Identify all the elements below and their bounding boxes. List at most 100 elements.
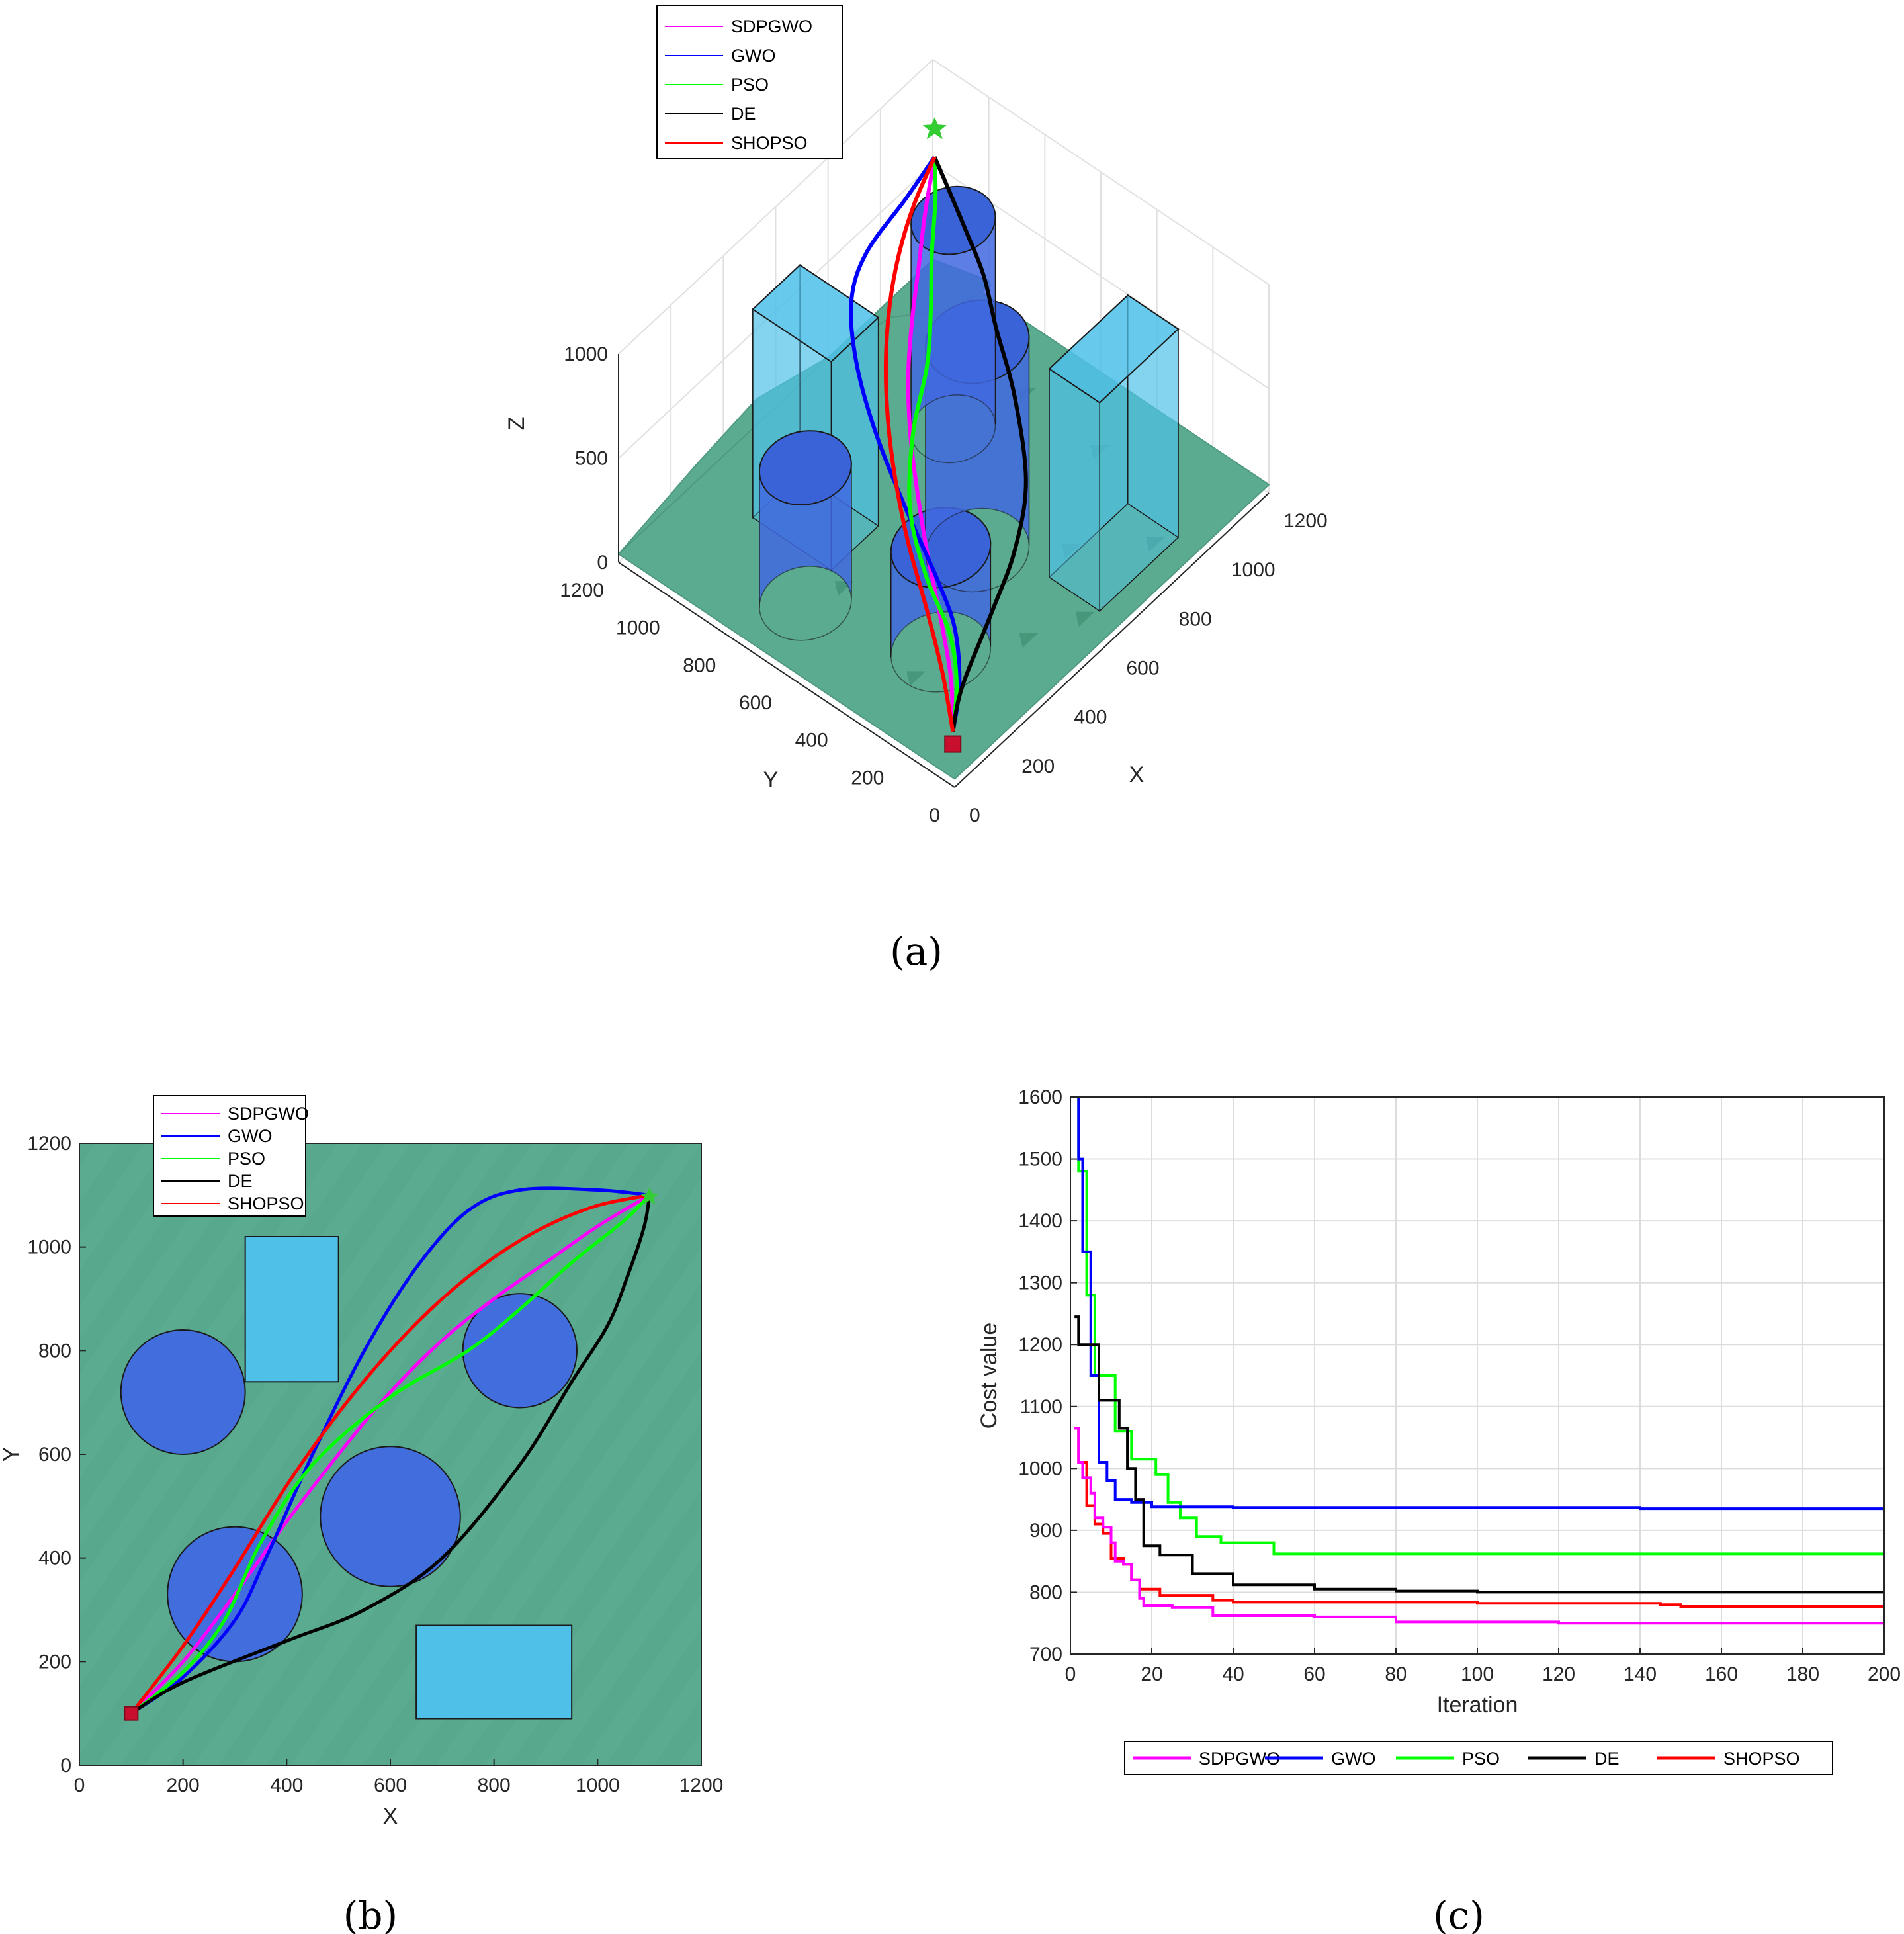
panel-a-legend-label-sdpgwo: SDPGWO (731, 17, 812, 36)
panel-b-x-tick-label: 600 (374, 1775, 407, 1796)
panel-c-x-tick-label: 120 (1542, 1663, 1575, 1685)
panel-c-legend-label-gwo: GWO (1331, 1749, 1376, 1769)
panel-a-y-tick-label: 400 (795, 730, 828, 752)
panel-c-x-axis-label: Iteration (1437, 1692, 1518, 1718)
panel-c-legend: SDPGWO GWO PSO DE SHOPSO (1124, 1741, 1833, 1775)
panel-c-x-tick-label: 160 (1705, 1663, 1738, 1685)
panel-c-series-gwo (1074, 1097, 1884, 1511)
panel-b-legend-box (153, 1095, 306, 1217)
panel-c-x-tick-label: 40 (1222, 1663, 1244, 1685)
panel-a-axes (618, 354, 1270, 788)
panel-a-start-marker (944, 735, 962, 753)
panel-a-box-face (1049, 368, 1100, 612)
panel-a-x-tick-label: 400 (1074, 707, 1107, 728)
panel-a-x-tick-label: 1000 (1231, 559, 1276, 581)
panel-a-z-tick-label: 500 (575, 448, 608, 470)
panel-c-x-tick-label: 140 (1623, 1663, 1657, 1685)
panel-b-x-tick-label: 1000 (576, 1775, 620, 1796)
panel-a-wall-gridline (618, 58, 1270, 355)
panel-b-start-marker (124, 1706, 139, 1721)
panel-c-y-tick-label: 1500 (1018, 1149, 1062, 1170)
panel-c-y-tick-label: 1200 (1018, 1334, 1062, 1356)
panel-a-legend-label-de: DE (731, 104, 756, 124)
panel-a-terrain-facet (1061, 543, 1081, 559)
panel-a-legend-box (656, 5, 843, 159)
panel-b-legend-label-sdpgwo: SDPGWO (228, 1104, 309, 1123)
panel-c-series-pso (1074, 1097, 1884, 1556)
panel-a-x-tick-label: 200 (1021, 756, 1055, 777)
panel-a-y-tick-label: 0 (929, 805, 940, 826)
panel-a-z-tick-label: 0 (597, 552, 608, 574)
panel-a-x-tick-label: 600 (1127, 658, 1160, 680)
panel-a-x-tick-label: 0 (969, 805, 980, 826)
panel-a-box-top (752, 264, 880, 363)
panel-a-path-sdpgwo (906, 156, 955, 732)
panel-b-box-obstacle-1 (244, 1236, 339, 1383)
panel-a-x-axis-line (954, 492, 1270, 788)
panel-b-path-pso (130, 1194, 651, 1715)
panel-c-y-tick-label: 1600 (1018, 1086, 1062, 1108)
panel-a-path-shopso (883, 156, 955, 732)
panel-a-legend-label-pso: PSO (731, 75, 769, 95)
panel-b-goal-marker (640, 1187, 659, 1205)
panel-a-y-axis-line (618, 562, 955, 788)
panel-c-convergence-chart: 0 20 40 60 80 100 120 140 160 180 200 700 800 900 1000… (976, 1086, 1901, 1775)
panel-c-legend-label-shopso: SHOPSO (1723, 1749, 1800, 1769)
panel-a-path-pso (907, 157, 959, 732)
panel-c-y-tick-label: 900 (1029, 1520, 1062, 1542)
panel-c-x-tick-label: 20 (1141, 1663, 1162, 1685)
panel-b-legend-label-gwo: GWO (228, 1126, 273, 1146)
panel-a-z-axis-label: Z (504, 417, 529, 431)
panel-a-3d-path-view: 0 200 400 600 800 1000 1200 0 200 400 600 800 1000 12… (504, 5, 1328, 826)
panel-b-x-tick-label: 0 (74, 1775, 85, 1796)
panel-a-legend: SDPGWO GWO PSO DE SHOPSO (656, 5, 843, 159)
panel-a-path-de (932, 156, 1028, 732)
panel-b-y-axis-label: Y (0, 1447, 24, 1462)
panel-b-x-tick-label: 200 (167, 1775, 200, 1796)
panel-c-x-tick-label: 80 (1385, 1663, 1406, 1685)
panel-a-subtitle: (a) (890, 929, 943, 974)
panel-c-x-tick-label: 180 (1786, 1663, 1819, 1685)
panel-c-series-sdpgwo (1074, 1427, 1884, 1625)
panel-a-box-top (1048, 294, 1180, 404)
panel-b-y-tick-label: 200 (38, 1651, 71, 1673)
panel-b-box-obstacle-2 (415, 1624, 573, 1720)
panel-b-legend: SDPGWO GWO PSO DE SHOPSO (153, 1095, 309, 1217)
panel-c-x-tick-label: 100 (1461, 1663, 1494, 1685)
panel-c-y-tick-label: 1000 (1018, 1458, 1062, 1479)
panel-b-x-axis-label: X (383, 1804, 398, 1829)
panel-b-cylinder-obstacle-4 (462, 1293, 578, 1409)
panel-a-terrain-facet (1075, 611, 1095, 627)
panel-c-y-tick-label: 700 (1029, 1644, 1062, 1665)
panel-b-cylinder-obstacle-1 (120, 1329, 246, 1455)
panel-a-terrain-facet (906, 671, 926, 686)
panel-b-y-tick-label: 1200 (27, 1133, 71, 1155)
panel-c-legend-label-pso: PSO (1462, 1749, 1500, 1769)
panel-b-y-tick-label: 1000 (27, 1237, 71, 1258)
panel-c-y-tick-label: 1300 (1018, 1272, 1062, 1294)
panel-c-legend-label-de: DE (1594, 1749, 1620, 1769)
panel-a-y-tick-label: 800 (683, 654, 716, 676)
panel-a-path-gwo (849, 155, 962, 732)
panel-a-cylinder-base (910, 394, 996, 464)
panel-c-subtitle: (c) (1433, 1893, 1485, 1934)
panel-a-legend-label-shopso: SHOPSO (731, 133, 808, 153)
panel-c-series-de (1074, 1315, 1884, 1594)
panel-b-y-tick-label: 600 (38, 1444, 71, 1466)
panel-c-y-tick-label: 800 (1029, 1581, 1062, 1603)
panel-a-cylinder-body (759, 462, 851, 609)
panel-b-y-tick-label: 800 (38, 1340, 71, 1362)
panel-a-cylinder-base (925, 507, 1030, 593)
panel-a-y-tick-label: 200 (851, 767, 884, 789)
panel-b-path-shopso (130, 1193, 650, 1715)
panel-a-y-tick-label: 600 (739, 692, 772, 714)
panel-c-y-tick-label: 1400 (1018, 1210, 1062, 1232)
panel-a-terrain-facet (1146, 537, 1165, 552)
panel-b-x-tick-label: 800 (478, 1775, 511, 1796)
panel-b-x-tick-label: 400 (270, 1775, 303, 1796)
panel-b-path-gwo (130, 1186, 650, 1715)
panel-b-cylinder-obstacle-3 (320, 1446, 461, 1587)
panel-a-box-obstacle-2 (1048, 294, 1180, 613)
panel-b-path-de (130, 1194, 652, 1715)
panel-a-y-tick-label: 1000 (616, 617, 660, 639)
